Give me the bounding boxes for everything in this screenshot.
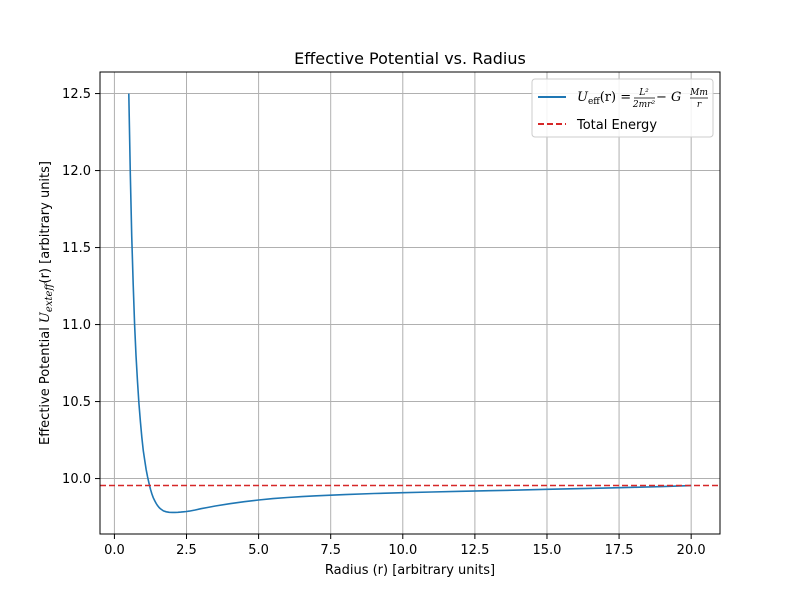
y-tick-label: 12.5 <box>62 87 91 102</box>
y-tick-label: 11.5 <box>62 241 91 256</box>
series-ueff-line <box>128 93 692 514</box>
plot-frame <box>99 71 721 535</box>
legend-label-total-energy: Total Energy <box>576 118 657 133</box>
y-tick-label: 12.0 <box>62 164 91 179</box>
chart-title: Effective Potential vs. Radius <box>294 49 526 68</box>
svg-text:Mm: Mm <box>689 88 708 98</box>
x-tick-label: 20.0 <box>677 543 706 558</box>
svg-text:Ueff(r) =: Ueff(r) = <box>577 90 631 107</box>
y-tick-label: 10.0 <box>62 472 91 487</box>
y-tick-label: 10.5 <box>62 395 91 410</box>
x-tick-label: 17.5 <box>605 543 634 558</box>
x-axis-label: Radius (r) [arbitrary units] <box>325 563 495 578</box>
svg-text:L²: L² <box>638 88 649 98</box>
x-tick-label: 10.0 <box>388 543 417 558</box>
svg-text:2mr²: 2mr² <box>632 100 656 110</box>
svg-text:− G: − G <box>656 90 681 105</box>
plot-data <box>100 93 720 514</box>
axis-ticks: 0.0 2.5 5.0 7.5 10.0 12.5 15.0 17.5 20.0 10.0 10.5… <box>62 87 706 558</box>
legend-box <box>531 78 714 138</box>
x-tick-label: 0.0 <box>104 543 125 558</box>
legend: Ueff(r) = L² 2mr² − G Mm r Total Energy <box>531 78 714 138</box>
y-tick-label: 11.0 <box>62 318 91 333</box>
legend-label-ueff: Ueff(r) = L² 2mr² − G Mm r <box>577 88 708 110</box>
grid <box>100 72 720 534</box>
svg-text:r: r <box>697 100 702 110</box>
x-tick-label: 15.0 <box>533 543 562 558</box>
x-tick-label: 7.5 <box>320 543 341 558</box>
x-tick-label: 2.5 <box>176 543 197 558</box>
y-axis-label: Effective Potential Uexteff(r) [arbitrar… <box>38 161 55 445</box>
x-tick-label: 5.0 <box>248 543 269 558</box>
x-tick-label: 12.5 <box>460 543 489 558</box>
